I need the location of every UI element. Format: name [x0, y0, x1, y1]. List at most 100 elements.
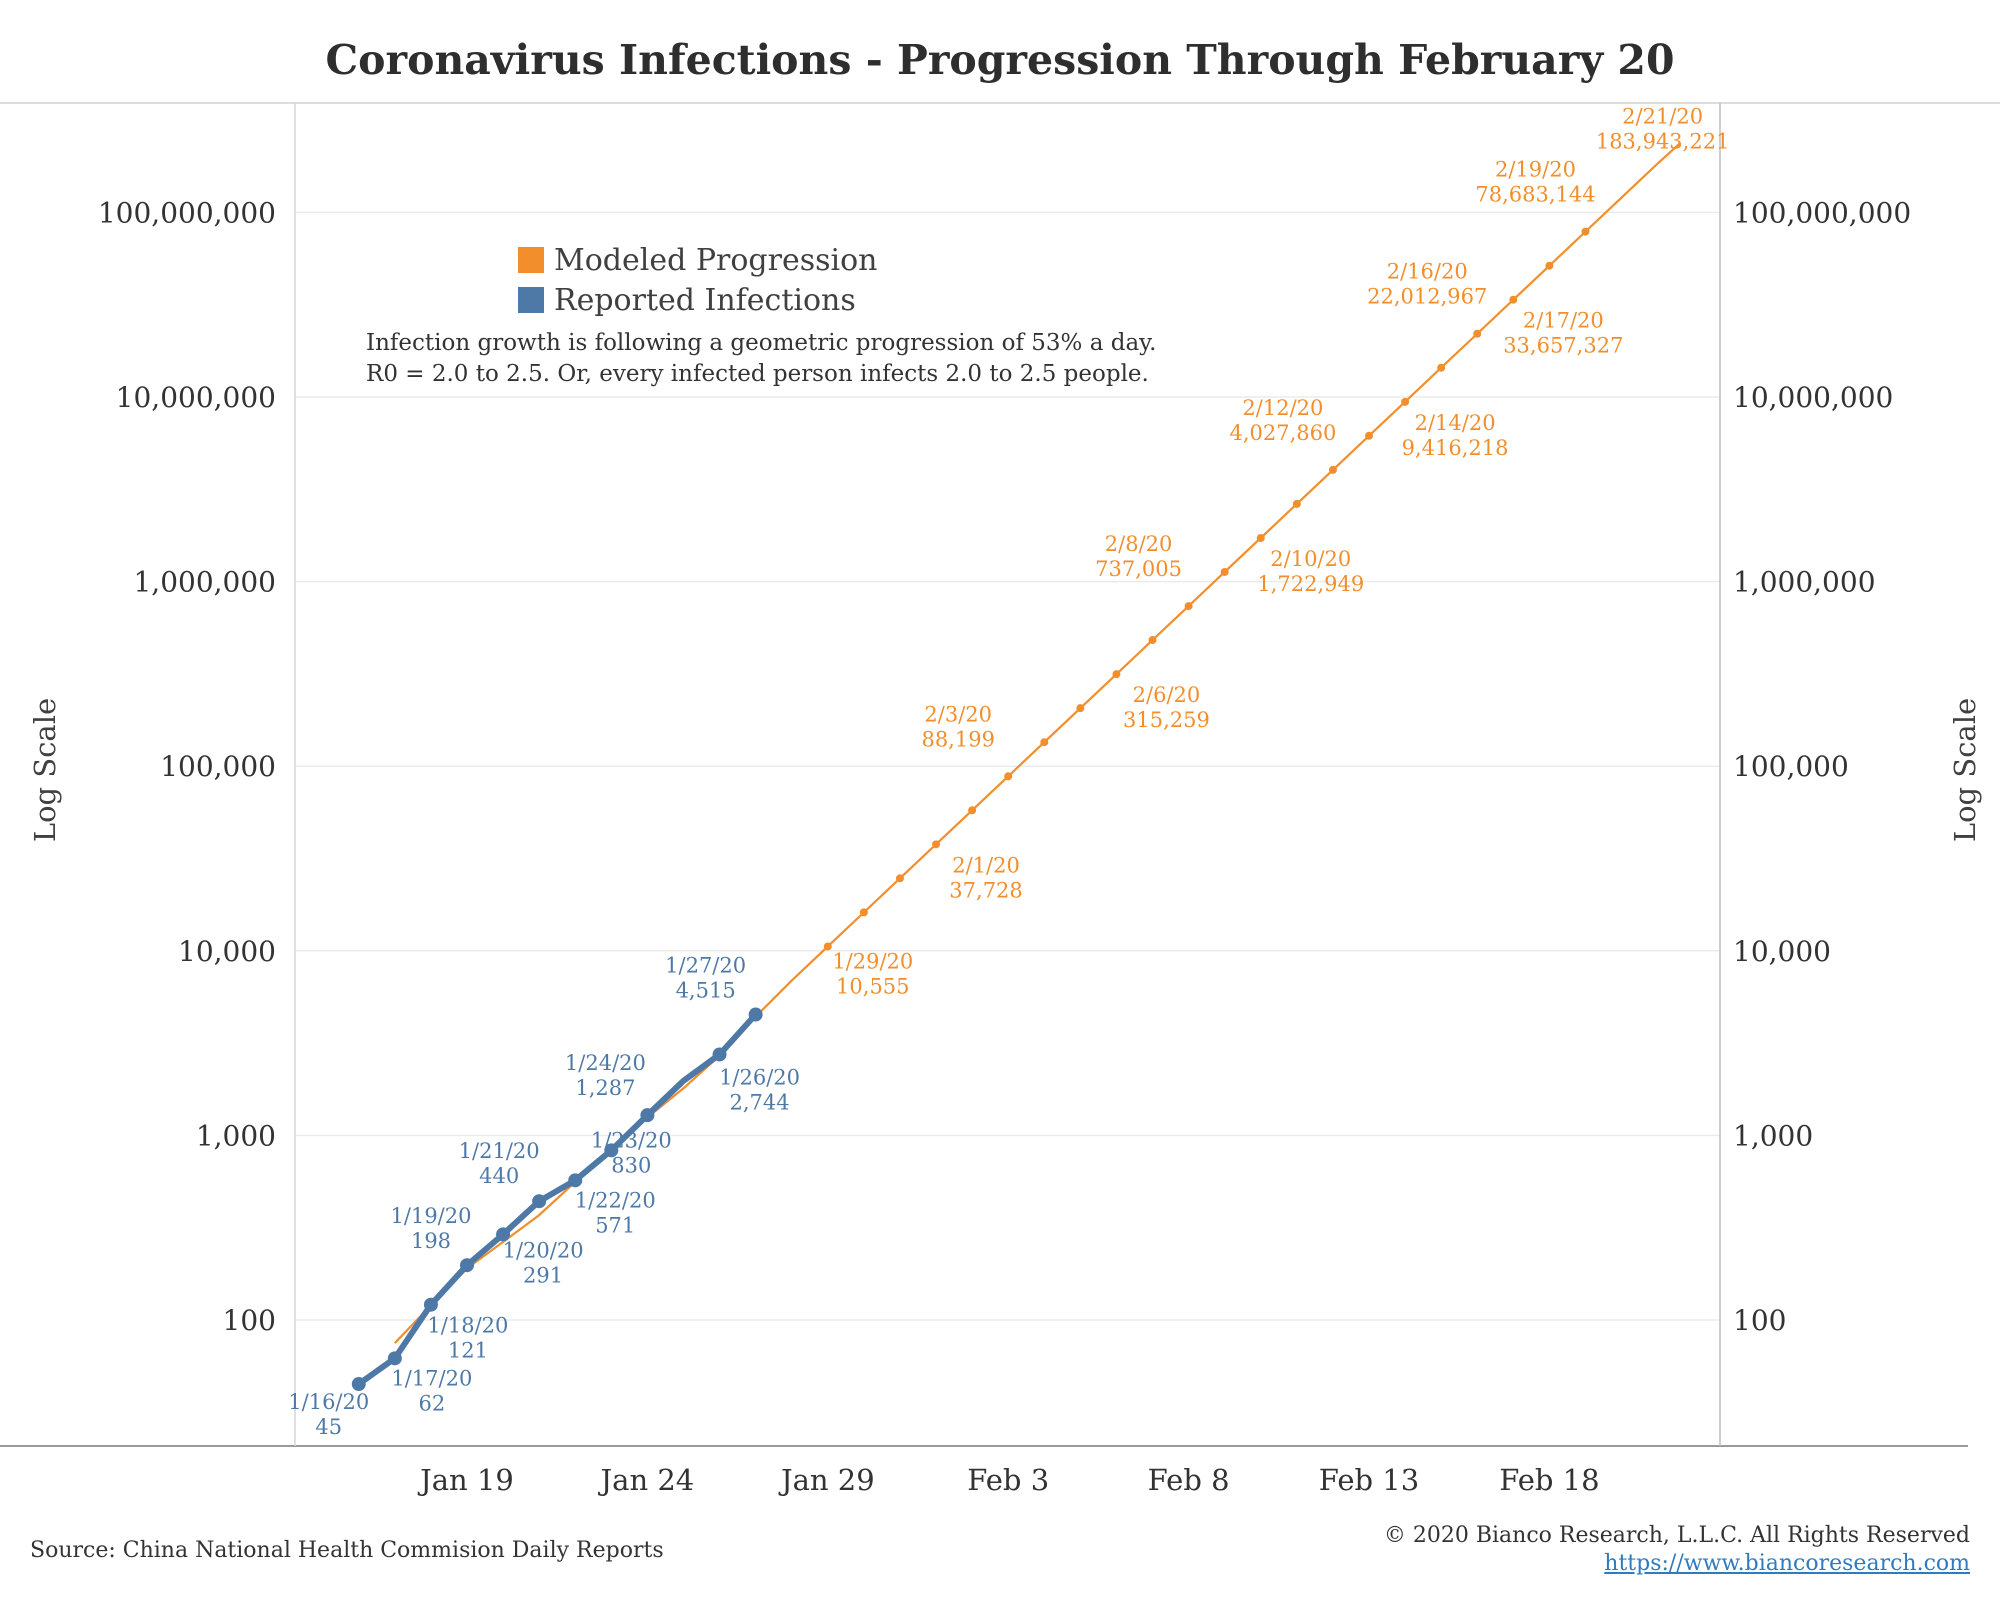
modeled-data-label-date: 2/3/20 — [924, 702, 992, 726]
modeled-point — [1040, 738, 1049, 747]
y-tick-labels: 100 100 1,000 1,000 10,000 10,000 100,000 100,0… — [98, 196, 1911, 1337]
website-link[interactable]: https://www.biancoresearch.com — [1604, 1551, 1970, 1576]
y-tick-label-left: 10,000 — [178, 935, 276, 968]
modeled-data-label-value: 315,259 — [1123, 708, 1210, 732]
modeled-point — [1473, 329, 1482, 338]
modeled-data-label-date: 2/6/20 — [1133, 683, 1201, 707]
annotation-line-2: R0 = 2.0 to 2.5. Or, every infected pers… — [366, 361, 1149, 387]
modeled-data-label-value: 4,027,860 — [1229, 421, 1336, 445]
modeled-data-label-value: 33,657,327 — [1503, 334, 1623, 358]
modeled-point — [859, 908, 868, 917]
x-tick-label: Feb 3 — [967, 1463, 1049, 1497]
reported-data-label-value: 2,744 — [729, 1090, 789, 1114]
legend-swatch-modeled — [518, 247, 544, 273]
modeled-point — [1328, 465, 1337, 474]
reported-data-label-date: 1/16/20 — [288, 1390, 369, 1414]
legend-item-modeled[interactable]: Modeled Progression — [518, 240, 877, 280]
modeled-point — [1437, 363, 1446, 372]
modeled-point — [1545, 261, 1554, 270]
reported-point — [351, 1377, 366, 1392]
modeled-progression-line-end — [1656, 142, 1681, 165]
reported-data-label-value: 291 — [523, 1263, 563, 1287]
y-tick-label-right: 10,000,000 — [1733, 381, 1893, 414]
modeled-data-label-date: 2/1/20 — [952, 853, 1020, 877]
reported-point — [748, 1007, 763, 1022]
y-tick-label-right: 100,000 — [1733, 750, 1849, 783]
reported-point — [423, 1297, 438, 1312]
modeled-point — [1292, 499, 1301, 508]
chart-title: Coronavirus Infections - Progression Thr… — [325, 36, 1675, 84]
modeled-data-label-date: 2/8/20 — [1105, 532, 1173, 556]
reported-data-label-date: 1/21/20 — [459, 1139, 540, 1163]
modeled-data-label-date: 2/12/20 — [1242, 396, 1323, 420]
reported-data-label-date: 1/22/20 — [575, 1188, 656, 1212]
modeled-data-label-value: 10,555 — [836, 974, 909, 998]
y-tick-label-right: 1,000 — [1733, 1119, 1813, 1152]
gridlines — [295, 211, 1720, 1321]
modeled-point — [1148, 636, 1157, 645]
legend-swatch-reported — [518, 287, 544, 313]
copyright-note: © 2020 Bianco Research, L.L.C. All Right… — [1383, 1523, 1970, 1548]
reported-point — [712, 1047, 727, 1062]
x-tick-label: Feb 18 — [1499, 1463, 1599, 1497]
x-tick-label: Jan 29 — [778, 1463, 875, 1497]
modeled-data-label-date: 1/29/20 — [832, 949, 913, 973]
reported-point — [460, 1258, 474, 1273]
reported-data-label-date: 1/19/20 — [391, 1204, 472, 1228]
reported-data-label-date: 1/24/20 — [565, 1051, 646, 1075]
modeled-data-label-date: 2/16/20 — [1387, 260, 1468, 284]
annotation-text: Infection growth is following a geometri… — [366, 328, 1156, 390]
x-tick-label: Feb 8 — [1148, 1463, 1230, 1497]
reported-data-label-date: 1/17/20 — [391, 1366, 472, 1390]
reported-data-label-value: 198 — [411, 1229, 451, 1253]
modeled-point — [895, 874, 904, 883]
modeled-data-label-value: 22,012,967 — [1367, 285, 1487, 309]
reported-data-label-value: 62 — [418, 1391, 445, 1415]
modeled-point — [1112, 670, 1121, 679]
reported-data-label-date: 1/27/20 — [665, 954, 746, 978]
reported-data-label-value: 121 — [448, 1339, 488, 1363]
series-lines — [357, 142, 1681, 1387]
modeled-data-label-date: 2/14/20 — [1415, 411, 1496, 435]
reported-point — [604, 1143, 619, 1158]
y-axis-title-left: Log Scale — [28, 698, 62, 842]
reported-data-label-date: 1/20/20 — [503, 1238, 584, 1262]
modeled-point — [1401, 397, 1410, 406]
modeled-point — [1220, 567, 1229, 576]
modeled-point — [1256, 533, 1265, 542]
reported-point — [387, 1351, 402, 1366]
legend-item-reported[interactable]: Reported Infections — [518, 280, 877, 320]
reported-point — [532, 1194, 547, 1209]
modeled-data-label-value: 737,005 — [1095, 557, 1182, 581]
y-tick-label-left: 100 — [223, 1304, 276, 1337]
modeled-data-label-value: 88,199 — [921, 727, 994, 751]
reported-point — [496, 1227, 511, 1242]
reported-point — [568, 1173, 583, 1188]
legend-label-modeled: Modeled Progression — [554, 242, 878, 278]
modeled-data-label-date: 2/19/20 — [1495, 158, 1576, 182]
reported-data-label-date: 1/26/20 — [719, 1065, 800, 1089]
legend-label-reported: Reported Infections — [554, 282, 856, 318]
y-tick-label-right: 100 — [1733, 1304, 1786, 1337]
modeled-point — [932, 840, 941, 849]
x-tick-label: Jan 19 — [417, 1463, 514, 1497]
source-note: Source: China National Health Commision … — [30, 1538, 664, 1563]
modeled-data-label-value: 37,728 — [949, 878, 1022, 902]
annotation-line-1: Infection growth is following a geometri… — [366, 330, 1157, 356]
modeled-point — [1004, 772, 1013, 781]
modeled-point — [1076, 704, 1085, 713]
reported-infections-line — [357, 1012, 758, 1387]
legend: Modeled Progression Reported Infections — [518, 240, 877, 320]
modeled-point — [1184, 602, 1193, 611]
y-tick-label-right: 1,000,000 — [1733, 566, 1876, 599]
y-tick-label-left: 1,000,000 — [133, 566, 276, 599]
y-tick-label-left: 100,000 — [160, 750, 276, 783]
axes: Log Scale Log Scale — [0, 102, 2000, 1447]
reported-data-label-value: 440 — [479, 1164, 519, 1188]
reported-data-label-date: 1/23/20 — [591, 1128, 672, 1152]
modeled-data-label-value: 9,416,218 — [1402, 436, 1509, 460]
modeled-data-label-date: 2/21/20 — [1622, 105, 1703, 129]
y-tick-label-left: 1,000 — [196, 1119, 276, 1152]
